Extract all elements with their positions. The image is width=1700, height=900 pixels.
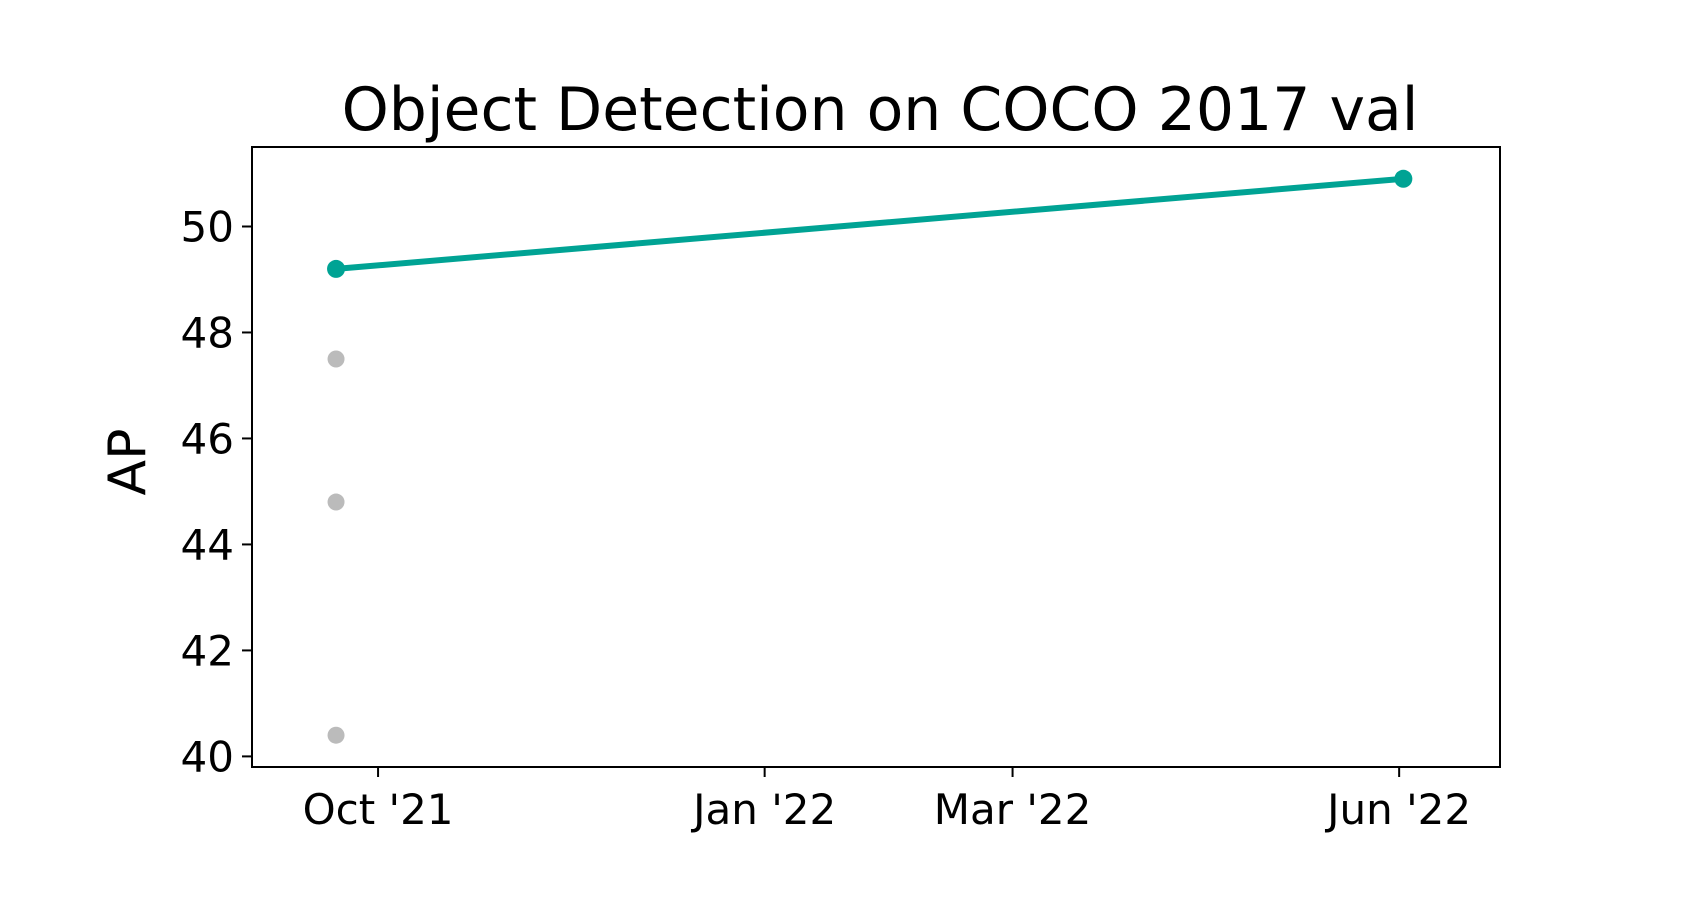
x-tick-label: Jan '22 — [690, 785, 836, 834]
y-tick-label: 40 — [181, 732, 234, 781]
x-tick-label: Oct '21 — [303, 785, 454, 834]
other-result-point — [327, 493, 345, 511]
chart-title: Object Detection on COCO 2017 val — [342, 75, 1419, 145]
sota-point — [1394, 169, 1413, 188]
sota-line — [333, 175, 1407, 272]
y-tick-label: 42 — [181, 626, 234, 675]
y-tick-label: 44 — [181, 520, 234, 569]
y-tick-label: 46 — [181, 414, 234, 463]
y-tick-label: 50 — [181, 202, 234, 251]
x-tick-label: Jun '22 — [1324, 785, 1471, 834]
plot-area: 40 42 44 46 48 50 Oct '21 Jan '22 Mar '22 Jun '22 — [181, 146, 1501, 834]
y-tick-label: 48 — [181, 308, 234, 357]
y-axis-label: AP — [98, 429, 158, 496]
other-result-point — [327, 726, 345, 744]
x-tick-label: Mar '22 — [934, 785, 1092, 834]
plot-frame — [251, 146, 1501, 768]
sota-point — [327, 259, 346, 278]
other-result-point — [327, 350, 345, 368]
